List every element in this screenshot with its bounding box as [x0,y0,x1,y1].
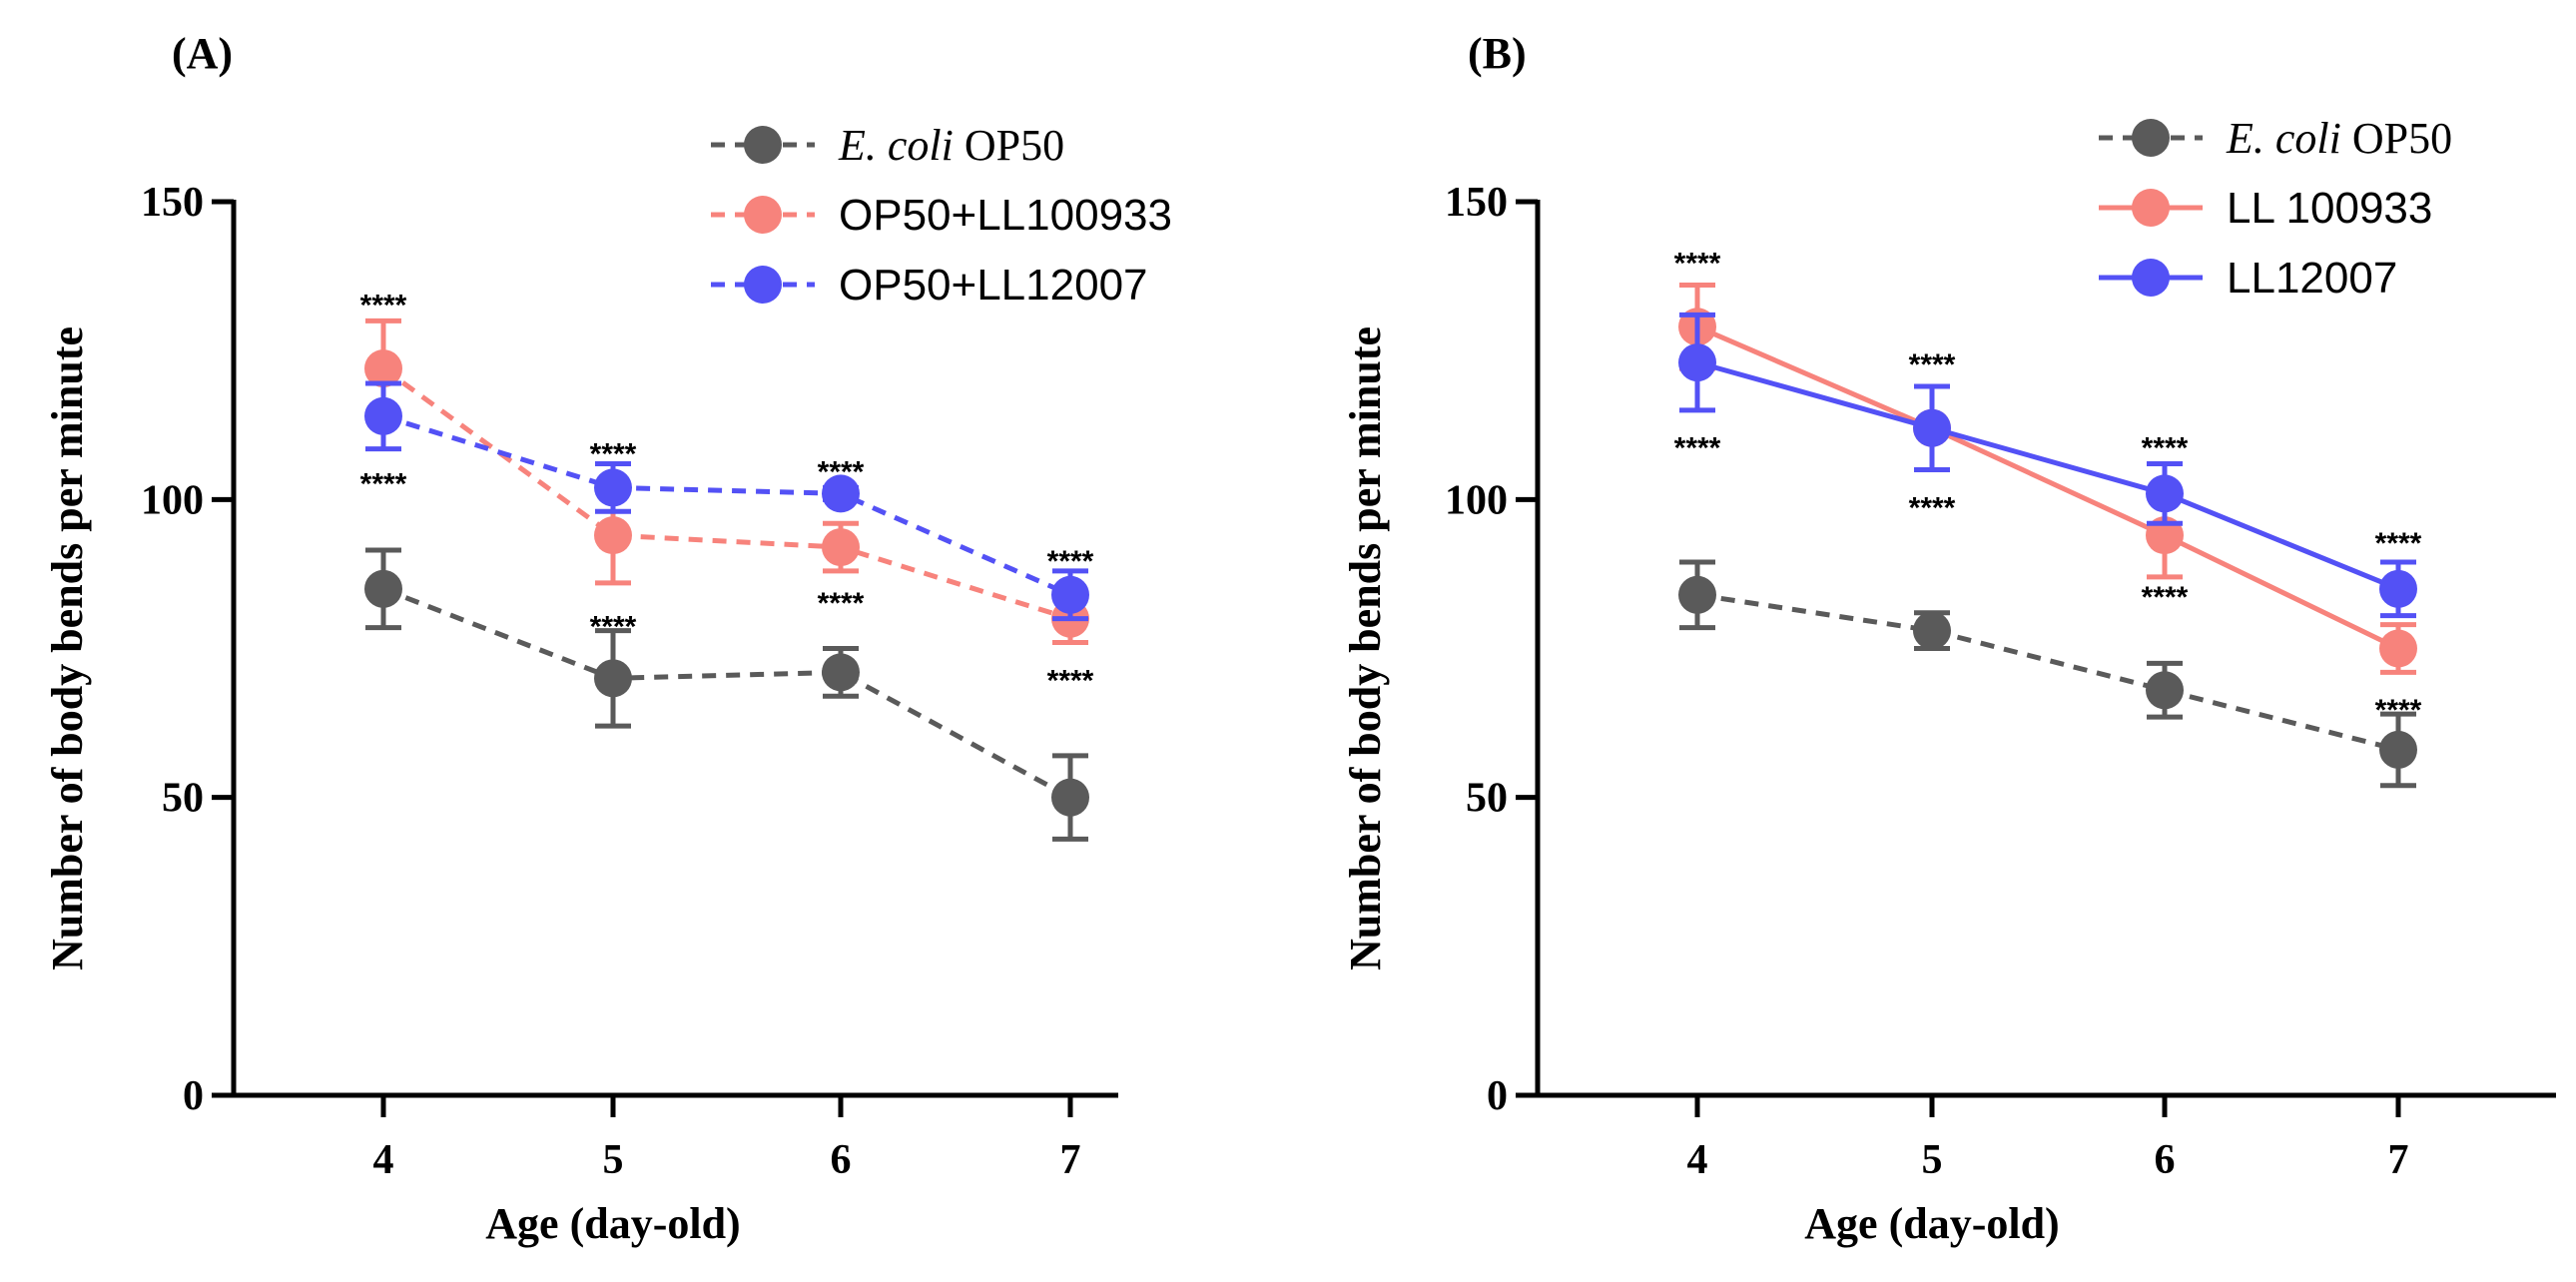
significance-label: **** [2375,527,2422,560]
significance-label: **** [360,467,407,500]
legend-label-rest: OP50+LL100933 [839,191,1172,240]
significance-label: **** [1674,248,1721,281]
series-line [381,366,1071,622]
significance-label: **** [1674,432,1721,465]
series-line [1696,324,2400,651]
series-2 [1678,283,2417,675]
data-point [2146,474,2184,513]
legend-label: E. coli OP50 [838,121,1064,170]
significance-label: **** [360,289,407,321]
significance-label: **** [2142,432,2189,465]
data-point [594,659,632,698]
legend-marker [744,126,782,164]
data-point [1051,778,1089,817]
series-3 [364,380,1089,622]
legend-label: LL 100933 [2227,184,2432,233]
legend-label: OP50+LL12007 [839,261,1148,310]
legend-label: LL12007 [2227,254,2397,303]
legend-label-rest: OP50 [2341,114,2452,163]
data-point [364,349,402,388]
legend: E. coli OP50 OP50+LL100933 OP50+LL12007 [711,121,1172,310]
series-1 [1678,559,2417,789]
legend-label-rest: OP50+LL12007 [839,261,1148,310]
legend-label-rest: LL12007 [2227,254,2397,303]
legend-marker [744,266,782,304]
data-point [2146,671,2184,710]
x-axis-title: Age (day-old) [1804,1199,2059,1248]
legend-label-italic: E. coli [838,121,954,170]
series-line [382,586,1072,800]
x-tick-label: 6 [2155,1137,2176,1183]
series-line [1696,592,2399,753]
y-axis-title: Number of body bends per minute [1341,326,1390,970]
data-point [1678,343,1716,382]
series-3 [1678,312,2417,619]
significance-label: **** [1047,545,1094,578]
x-tick-label: 6 [831,1137,852,1183]
x-tick-label: 4 [1687,1137,1708,1183]
data-point [2379,569,2417,608]
significance-label: **** [590,611,637,644]
y-tick-label: 150 [141,180,204,226]
data-point [594,468,632,507]
legend-label: E. coli OP50 [2226,114,2452,163]
significance-label: **** [1047,664,1094,697]
legend-marker [2132,259,2170,297]
data-point [364,396,402,435]
x-tick-label: 7 [2388,1137,2409,1183]
y-axis-title: Number of body bends per minute [43,326,92,970]
significance-label: **** [818,587,865,620]
data-point [2379,730,2417,769]
x-axis-title: Age (day-old) [485,1199,740,1248]
data-point [364,569,402,608]
legend-marker [744,196,782,234]
legend-label-rest: LL 100933 [2227,184,2432,233]
y-tick-label: 150 [1445,180,1508,226]
data-point [1051,575,1089,614]
x-tick-label: 4 [373,1137,394,1183]
series-line [382,413,1072,598]
panel-label: (A) [172,29,233,78]
significance-label: **** [1909,491,1956,524]
significance-label: **** [818,456,865,489]
panel-label: (B) [1468,29,1527,78]
series-2 [364,318,1089,646]
significance-label: **** [2375,694,2422,727]
data-point [594,516,632,555]
x-tick-label: 5 [603,1137,624,1183]
chart-panel-a: (A) 0 50 100 150 4 5 6 7 Age (day-old) Number of b… [43,29,1172,1248]
legend-label: OP50+LL100933 [839,191,1172,240]
legend-marker [2132,189,2170,227]
y-tick-label: 100 [1445,477,1508,523]
y-tick-label: 50 [162,776,204,822]
significance-label: **** [2142,581,2189,614]
chart-panel-b: (B) 0 50 100 150 4 5 6 7 Age (day-old) Number of b… [1341,29,2556,1248]
x-tick-label: 5 [1922,1137,1943,1183]
series-line [1696,359,2399,592]
y-tick-label: 0 [1487,1073,1508,1119]
data-point [2379,629,2417,668]
legend-label-rest: OP50 [954,121,1064,170]
data-point [1913,611,1951,650]
y-tick-label: 50 [1466,776,1508,822]
significance-label: **** [590,438,637,471]
legend: E. coli OP50 LL 100933 LL12007 [2099,114,2452,303]
data-point [822,474,860,513]
data-point [822,528,860,567]
data-point [1678,575,1716,614]
series-1 [364,547,1089,842]
significance-label: **** [1909,348,1956,381]
y-tick-label: 100 [141,477,204,523]
data-point [1913,408,1951,447]
y-tick-label: 0 [183,1073,204,1119]
legend-marker [2132,119,2170,157]
data-point [822,653,860,692]
x-tick-label: 7 [1060,1137,1081,1183]
legend-label-italic: E. coli [2226,114,2341,163]
